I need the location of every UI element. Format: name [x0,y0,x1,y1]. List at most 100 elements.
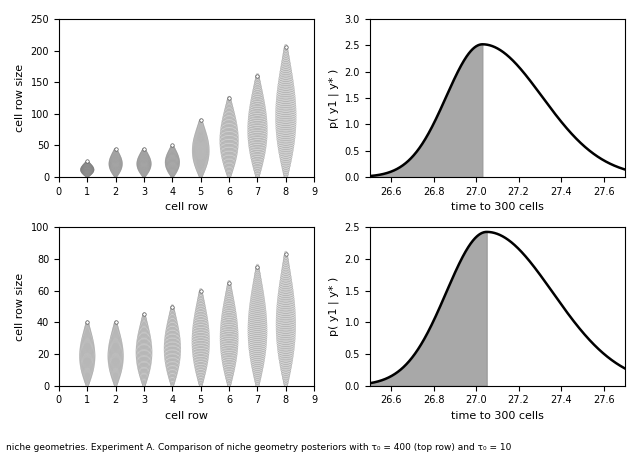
Ellipse shape [109,158,122,159]
Ellipse shape [141,380,147,384]
Ellipse shape [168,149,176,151]
Ellipse shape [279,358,292,365]
Ellipse shape [84,325,90,328]
Ellipse shape [108,357,124,360]
Ellipse shape [225,374,233,380]
Ellipse shape [84,175,91,176]
Ellipse shape [282,57,290,64]
Ellipse shape [221,348,237,353]
Ellipse shape [275,110,296,117]
Ellipse shape [280,360,292,366]
Ellipse shape [221,357,237,362]
Ellipse shape [279,284,293,291]
Ellipse shape [227,98,231,101]
Ellipse shape [253,276,261,282]
Ellipse shape [278,289,294,296]
Ellipse shape [220,133,239,138]
Ellipse shape [192,346,209,351]
Ellipse shape [85,176,89,177]
Ellipse shape [255,79,260,84]
Ellipse shape [248,114,267,119]
Ellipse shape [138,156,150,157]
Ellipse shape [110,169,122,171]
Ellipse shape [220,146,238,149]
Ellipse shape [81,341,94,344]
Ellipse shape [199,381,203,386]
Ellipse shape [250,298,265,304]
Ellipse shape [226,101,232,105]
Ellipse shape [252,94,264,99]
Ellipse shape [254,272,260,278]
Ellipse shape [84,327,90,331]
Ellipse shape [82,336,93,339]
Ellipse shape [141,379,147,383]
Ellipse shape [170,175,175,177]
Ellipse shape [194,362,207,367]
Ellipse shape [167,170,177,172]
Ellipse shape [142,381,147,385]
Ellipse shape [192,350,209,354]
Ellipse shape [283,260,289,266]
Ellipse shape [275,108,296,114]
Ellipse shape [168,171,177,173]
Ellipse shape [79,352,95,355]
Ellipse shape [192,148,209,151]
Y-axis label: p( y1 | y* ): p( y1 | y* ) [328,69,339,128]
Ellipse shape [83,164,92,165]
Ellipse shape [136,351,152,355]
Ellipse shape [225,292,233,297]
Ellipse shape [282,371,290,378]
Ellipse shape [250,154,264,159]
Ellipse shape [196,167,206,170]
Ellipse shape [223,306,236,311]
Ellipse shape [137,338,151,341]
Ellipse shape [170,381,175,385]
Ellipse shape [225,296,234,301]
Ellipse shape [109,161,122,163]
Ellipse shape [220,127,238,131]
Ellipse shape [196,374,205,378]
Ellipse shape [84,326,90,329]
Ellipse shape [248,140,267,145]
Ellipse shape [193,326,209,330]
Ellipse shape [224,109,234,114]
Ellipse shape [221,322,237,327]
Ellipse shape [223,367,235,372]
Ellipse shape [282,167,289,174]
Ellipse shape [277,298,294,304]
Ellipse shape [199,119,202,122]
Ellipse shape [81,172,93,173]
Ellipse shape [250,300,265,306]
X-axis label: cell row: cell row [165,202,208,212]
Ellipse shape [227,381,231,386]
Ellipse shape [221,320,237,326]
Ellipse shape [141,320,147,323]
Ellipse shape [226,376,232,381]
Ellipse shape [138,168,150,170]
Ellipse shape [165,160,180,161]
Ellipse shape [192,150,209,153]
Ellipse shape [196,169,205,172]
Ellipse shape [220,341,238,346]
Ellipse shape [140,324,148,327]
Ellipse shape [81,338,93,341]
Ellipse shape [276,97,296,104]
Ellipse shape [252,288,264,294]
Ellipse shape [84,176,90,177]
Ellipse shape [114,383,117,386]
Ellipse shape [281,369,291,375]
Ellipse shape [142,149,146,151]
Ellipse shape [255,270,260,276]
Ellipse shape [81,367,94,370]
Ellipse shape [276,316,296,322]
Ellipse shape [197,298,204,303]
Ellipse shape [279,150,293,156]
Ellipse shape [253,85,262,90]
Ellipse shape [221,353,237,359]
Ellipse shape [278,351,294,358]
Ellipse shape [165,166,179,167]
Ellipse shape [193,158,209,160]
Ellipse shape [225,107,234,111]
Ellipse shape [220,326,238,331]
Ellipse shape [140,325,148,328]
